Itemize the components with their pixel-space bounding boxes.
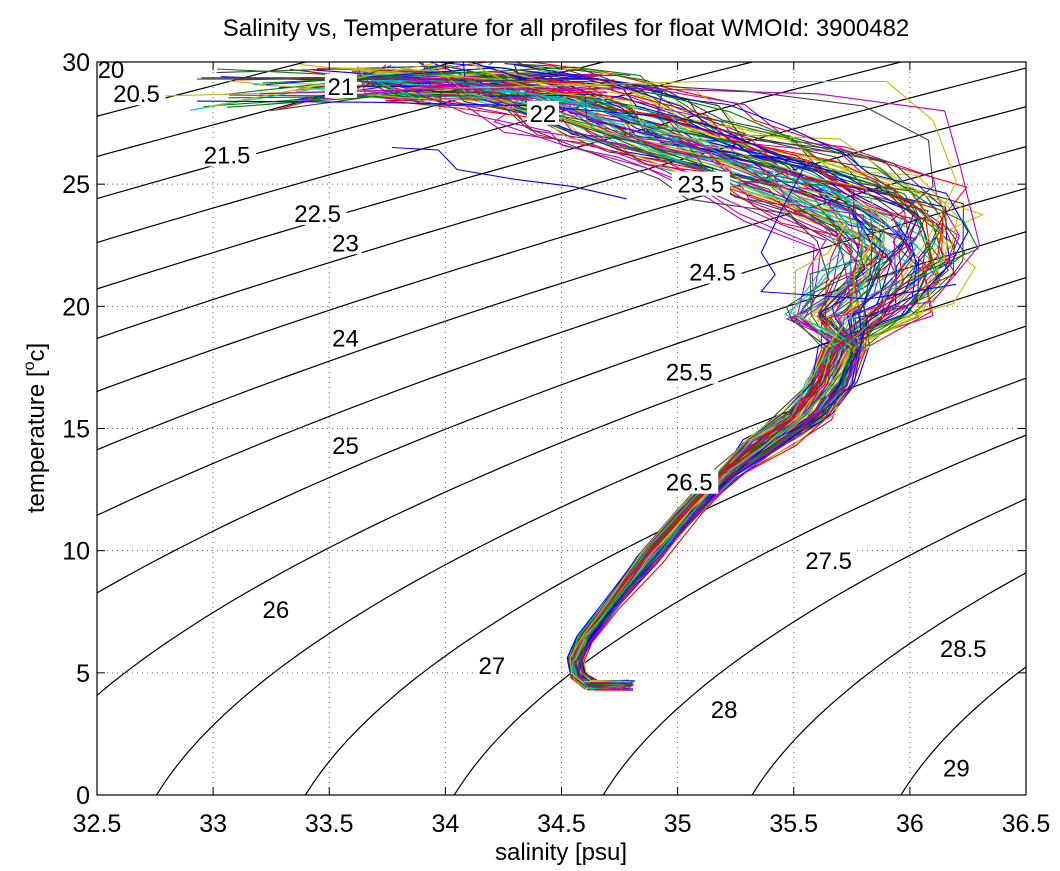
contour-label-background <box>940 755 973 780</box>
contour-label-background <box>329 433 362 458</box>
y-tick-label: 5 <box>76 660 90 688</box>
contour-label: 26.5 <box>666 470 713 497</box>
x-axis-ticks: 32.5 33 33.5 34 34.5 35 35.5 36 36.5 <box>73 62 1051 838</box>
density-contour-line <box>97 67 1026 339</box>
density-contour-line <box>97 62 755 244</box>
contour-label: 23 <box>332 230 359 257</box>
contour-label-background <box>708 696 741 721</box>
profile-line <box>266 67 919 685</box>
x-tick-label: 33 <box>199 810 227 838</box>
contour-label-background <box>526 100 559 125</box>
outlier-profile-line <box>259 88 981 310</box>
contour-label: 28 <box>711 697 738 724</box>
contour-label: 26 <box>262 597 289 624</box>
contour-label: 23.5 <box>677 172 724 199</box>
y-tick-label: 0 <box>76 782 90 810</box>
contour-label: 27 <box>478 653 505 680</box>
profile-line <box>228 80 867 689</box>
density-contour-line <box>900 666 1026 795</box>
profile-line <box>201 77 868 689</box>
contour-label-background <box>475 652 508 677</box>
y-tick-label: 20 <box>62 293 90 321</box>
grid-lines <box>97 62 1026 795</box>
contour-label: 28.5 <box>940 636 987 663</box>
profile-line <box>399 83 940 690</box>
density-contour-line <box>751 572 1026 795</box>
contour-label: 24.5 <box>689 260 736 287</box>
x-tick-label: 32.5 <box>73 810 122 838</box>
x-tick-label: 34.5 <box>537 810 586 838</box>
x-tick-label: 36 <box>896 810 924 838</box>
density-contour-line <box>97 62 606 200</box>
x-tick-label: 33.5 <box>305 810 354 838</box>
density-contour-line <box>97 106 1026 393</box>
density-contour-line <box>1037 38 1060 820</box>
density-contour-line <box>97 62 904 290</box>
contour-label: 22 <box>530 101 557 128</box>
density-contour-line <box>97 146 1026 451</box>
contour-label: 25.5 <box>666 360 713 387</box>
y-axis-label-end: c] <box>23 343 50 362</box>
contour-label: 29 <box>943 756 970 783</box>
density-contours <box>97 38 1060 820</box>
contour-label: 20.5 <box>113 81 160 108</box>
contour-label: 27.5 <box>805 548 852 575</box>
density-contour-line <box>453 434 1026 795</box>
profile-line <box>262 66 979 686</box>
chart-title: Salinity vs, Temperature for all profile… <box>223 15 910 42</box>
contour-label-background <box>660 359 719 384</box>
x-tick-label: 35 <box>664 810 692 838</box>
y-axis-label-superscript: o <box>21 361 38 370</box>
contour-label-background <box>288 200 347 225</box>
y-tick-label: 10 <box>62 538 90 566</box>
contour-label-background <box>934 635 993 660</box>
contour-label: 24 <box>332 326 359 353</box>
profile-line <box>514 78 943 687</box>
outlier-profile-line <box>196 100 957 300</box>
contour-label-background <box>94 56 127 81</box>
contour-label-background <box>107 81 166 106</box>
density-contour-line <box>97 187 1026 517</box>
profile-lines <box>155 62 985 691</box>
contour-label: 21 <box>328 74 355 101</box>
y-axis-ticks: 0 5 10 15 20 25 30 <box>62 49 1026 810</box>
contour-label: 21.5 <box>204 142 251 169</box>
outlier-profile-line <box>391 146 627 200</box>
profile-line <box>292 83 897 690</box>
contour-label-background <box>329 325 362 350</box>
y-tick-label: 25 <box>62 171 90 199</box>
x-axis-label: salinity [psu] <box>495 839 627 866</box>
contour-label-background <box>329 230 362 255</box>
x-tick-label: 34 <box>431 810 459 838</box>
contour-label-background <box>324 73 357 98</box>
profile-line <box>312 69 893 688</box>
y-axis-label-main: temperature [ <box>23 370 50 513</box>
contour-label: 25 <box>332 433 359 460</box>
profile-line <box>223 71 878 684</box>
y-axis-label: temperature [oc] <box>21 343 50 513</box>
density-contour-line <box>97 231 1026 594</box>
x-tick-label: 36.5 <box>1002 810 1051 838</box>
profile-line <box>469 85 919 690</box>
y-tick-label: 15 <box>62 416 90 444</box>
contour-label: 20 <box>98 57 125 84</box>
density-contour-line <box>97 276 1026 697</box>
contour-label-background <box>198 142 257 167</box>
profile-line <box>208 62 883 683</box>
density-contour-line <box>304 377 1026 795</box>
profile-line <box>361 73 867 684</box>
contour-label-background <box>683 259 742 284</box>
x-tick-label: 35.5 <box>769 810 818 838</box>
contour-label: 22.5 <box>294 201 341 228</box>
contour-label-background <box>259 596 292 621</box>
outlier-profile-line <box>196 78 934 222</box>
contour-label-background <box>660 469 719 494</box>
density-contour-line <box>602 498 1026 795</box>
contour-label-background <box>799 547 858 572</box>
contour-label-background <box>671 171 730 196</box>
y-tick-label: 30 <box>62 49 90 77</box>
density-contour-line <box>155 325 1026 795</box>
